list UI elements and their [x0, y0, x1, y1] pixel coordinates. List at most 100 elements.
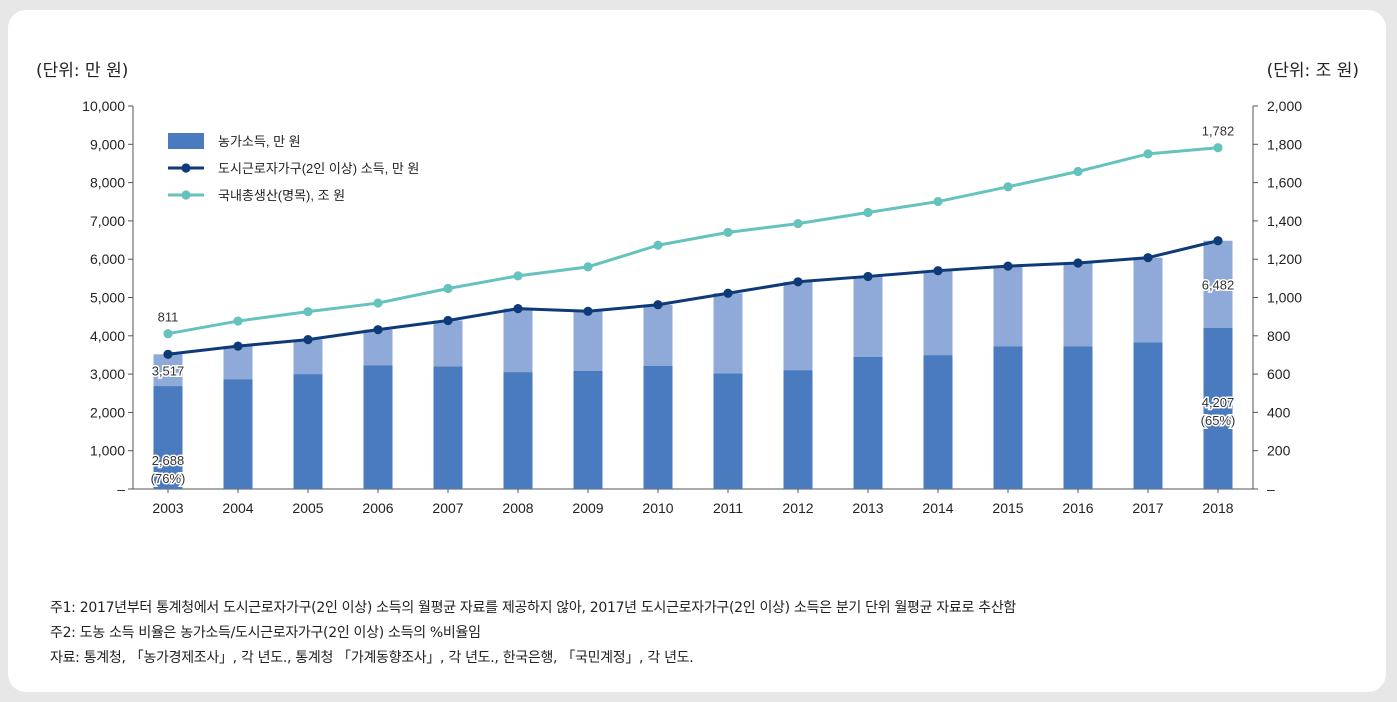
right-tick-label: 1,200 [1267, 251, 1302, 267]
gdp-point [1073, 166, 1083, 177]
x-tick-label: 2013 [852, 500, 883, 516]
bar-farm-income [1133, 342, 1163, 489]
data-label: 811 [158, 310, 179, 325]
bar-urban-gap [1133, 257, 1163, 343]
bar-farm-income [993, 346, 1023, 489]
urban-income-point [793, 277, 803, 287]
legend-marker-gdp [181, 190, 191, 200]
right-tick-label: – [1267, 481, 1275, 497]
x-tick-label: 2016 [1062, 500, 1093, 516]
right-tick-label: 600 [1267, 366, 1291, 382]
urban-income-point [443, 315, 453, 326]
x-tick-label: 2006 [362, 500, 393, 516]
urban-income-point [723, 288, 733, 298]
bar-farm-income [433, 366, 463, 489]
bar-farm-income [1063, 346, 1093, 489]
note-1: 주1: 2017년부터 통계청에서 도시근로자가구(2인 이상) 소득의 월평균… [50, 600, 1016, 616]
gdp-point [233, 316, 243, 326]
left-tick-label: 2,000 [90, 404, 125, 420]
right-axis-unit: (단위: 조 원) [1266, 61, 1359, 81]
x-tick-label: 2010 [642, 500, 673, 516]
gdp-point [1143, 149, 1153, 159]
right-tick-label: 2,000 [1267, 98, 1302, 114]
x-tick-label: 2018 [1202, 500, 1233, 516]
gdp-point [303, 307, 313, 317]
legend-label-farm: 농가소득, 만 원 [218, 134, 301, 149]
x-tick-label: 2011 [713, 500, 743, 516]
x-tick-label: 2008 [502, 500, 533, 516]
legend-label-urban: 도시근로자가구(2인 이상) 소득, 만 원 [218, 161, 419, 176]
left-axis-unit: (단위: 만 원) [36, 61, 129, 81]
left-tick-label: 3,000 [90, 366, 125, 382]
bar-urban-gap [1063, 263, 1093, 347]
left-tick-label: 1,000 [90, 443, 125, 459]
bar-urban-gap [153, 354, 183, 387]
bar-farm-income [293, 374, 323, 489]
right-tick-label: 800 [1267, 328, 1291, 344]
gdp-line [167, 146, 1219, 336]
data-label: 6,482 [1202, 277, 1235, 292]
bar-farm-income [153, 386, 183, 489]
gdp-point [793, 218, 803, 229]
bar-urban-gap [853, 276, 883, 357]
urban-income-point [1143, 253, 1153, 263]
urban-income-point [933, 266, 943, 276]
bar-farm-income [1203, 327, 1233, 489]
urban-income-line [167, 239, 1219, 356]
note-2: 주2: 도농 소득 비율은 농가소득/도시근로자가구(2인 이상) 소득의 %비… [50, 625, 481, 641]
x-tick-label: 2017 [1132, 500, 1163, 516]
bar-urban-gap [713, 293, 743, 374]
urban-income-point [303, 335, 313, 345]
gdp-point [583, 262, 593, 272]
data-label: 3,517 [152, 363, 185, 378]
bar-farm-income [363, 365, 393, 489]
left-tick-label: 7,000 [90, 213, 125, 229]
data-label: 1,782 [1202, 124, 1235, 139]
urban-income-point [583, 306, 593, 316]
x-tick-label: 2005 [292, 500, 323, 516]
urban-income-point [1073, 258, 1083, 268]
data-label: 4,207 [1202, 395, 1235, 410]
gdp-point [653, 240, 663, 250]
bar-urban-gap [223, 346, 253, 380]
data-label: (76%) [151, 471, 186, 486]
bar-farm-income [853, 356, 883, 489]
source-note: 자료: 통계청, 「농가경제조사」, 각 년도., 통계청 「가계동향조사」, … [50, 650, 694, 666]
bar-urban-gap [573, 311, 603, 371]
bar-urban-gap [993, 266, 1023, 347]
x-tick-label: 2015 [992, 500, 1023, 516]
bar-farm-income [573, 370, 603, 489]
bar-urban-gap [503, 308, 533, 373]
legend-label-gdp: 국내총생산(명목), 조 원 [218, 188, 345, 203]
bar-farm-income [783, 370, 813, 489]
left-tick-label: 4,000 [90, 328, 125, 344]
right-tick-label: 1,800 [1267, 136, 1302, 152]
left-tick-label: 5,000 [90, 290, 125, 306]
urban-income-point [653, 300, 663, 310]
combo-chart: – 1,000 2,000 3,000 4,000 5,000 6,000 7,000 8,00… [82, 98, 1302, 516]
gdp-point [723, 227, 733, 237]
urban-income-point [1213, 236, 1223, 246]
right-tick-label: 200 [1267, 443, 1291, 459]
footnotes: 주1: 2017년부터 통계청에서 도시근로자가구(2인 이상) 소득의 월평균… [50, 596, 1016, 671]
left-tick-label: 8,000 [90, 175, 125, 191]
gdp-point [863, 207, 873, 218]
bar-farm-income [643, 365, 673, 489]
urban-income-point [163, 349, 173, 359]
gdp-point [163, 329, 173, 339]
bar-farm-income [713, 373, 743, 489]
urban-income-point [373, 325, 383, 335]
right-tick-label: 400 [1267, 404, 1291, 420]
data-label: 2,688 [152, 453, 185, 468]
bar-urban-gap [923, 270, 953, 356]
gdp-point [513, 271, 523, 281]
urban-income-point [863, 271, 873, 282]
left-tick-label: 10,000 [82, 98, 125, 114]
left-tick-label: 6,000 [90, 251, 125, 267]
x-tick-label: 2009 [572, 500, 603, 516]
left-tick-label: 9,000 [90, 136, 125, 152]
x-tick-label: 2012 [782, 500, 813, 516]
gdp-point [1213, 143, 1223, 153]
bar-farm-income [923, 355, 953, 489]
bar-urban-gap [783, 281, 813, 371]
